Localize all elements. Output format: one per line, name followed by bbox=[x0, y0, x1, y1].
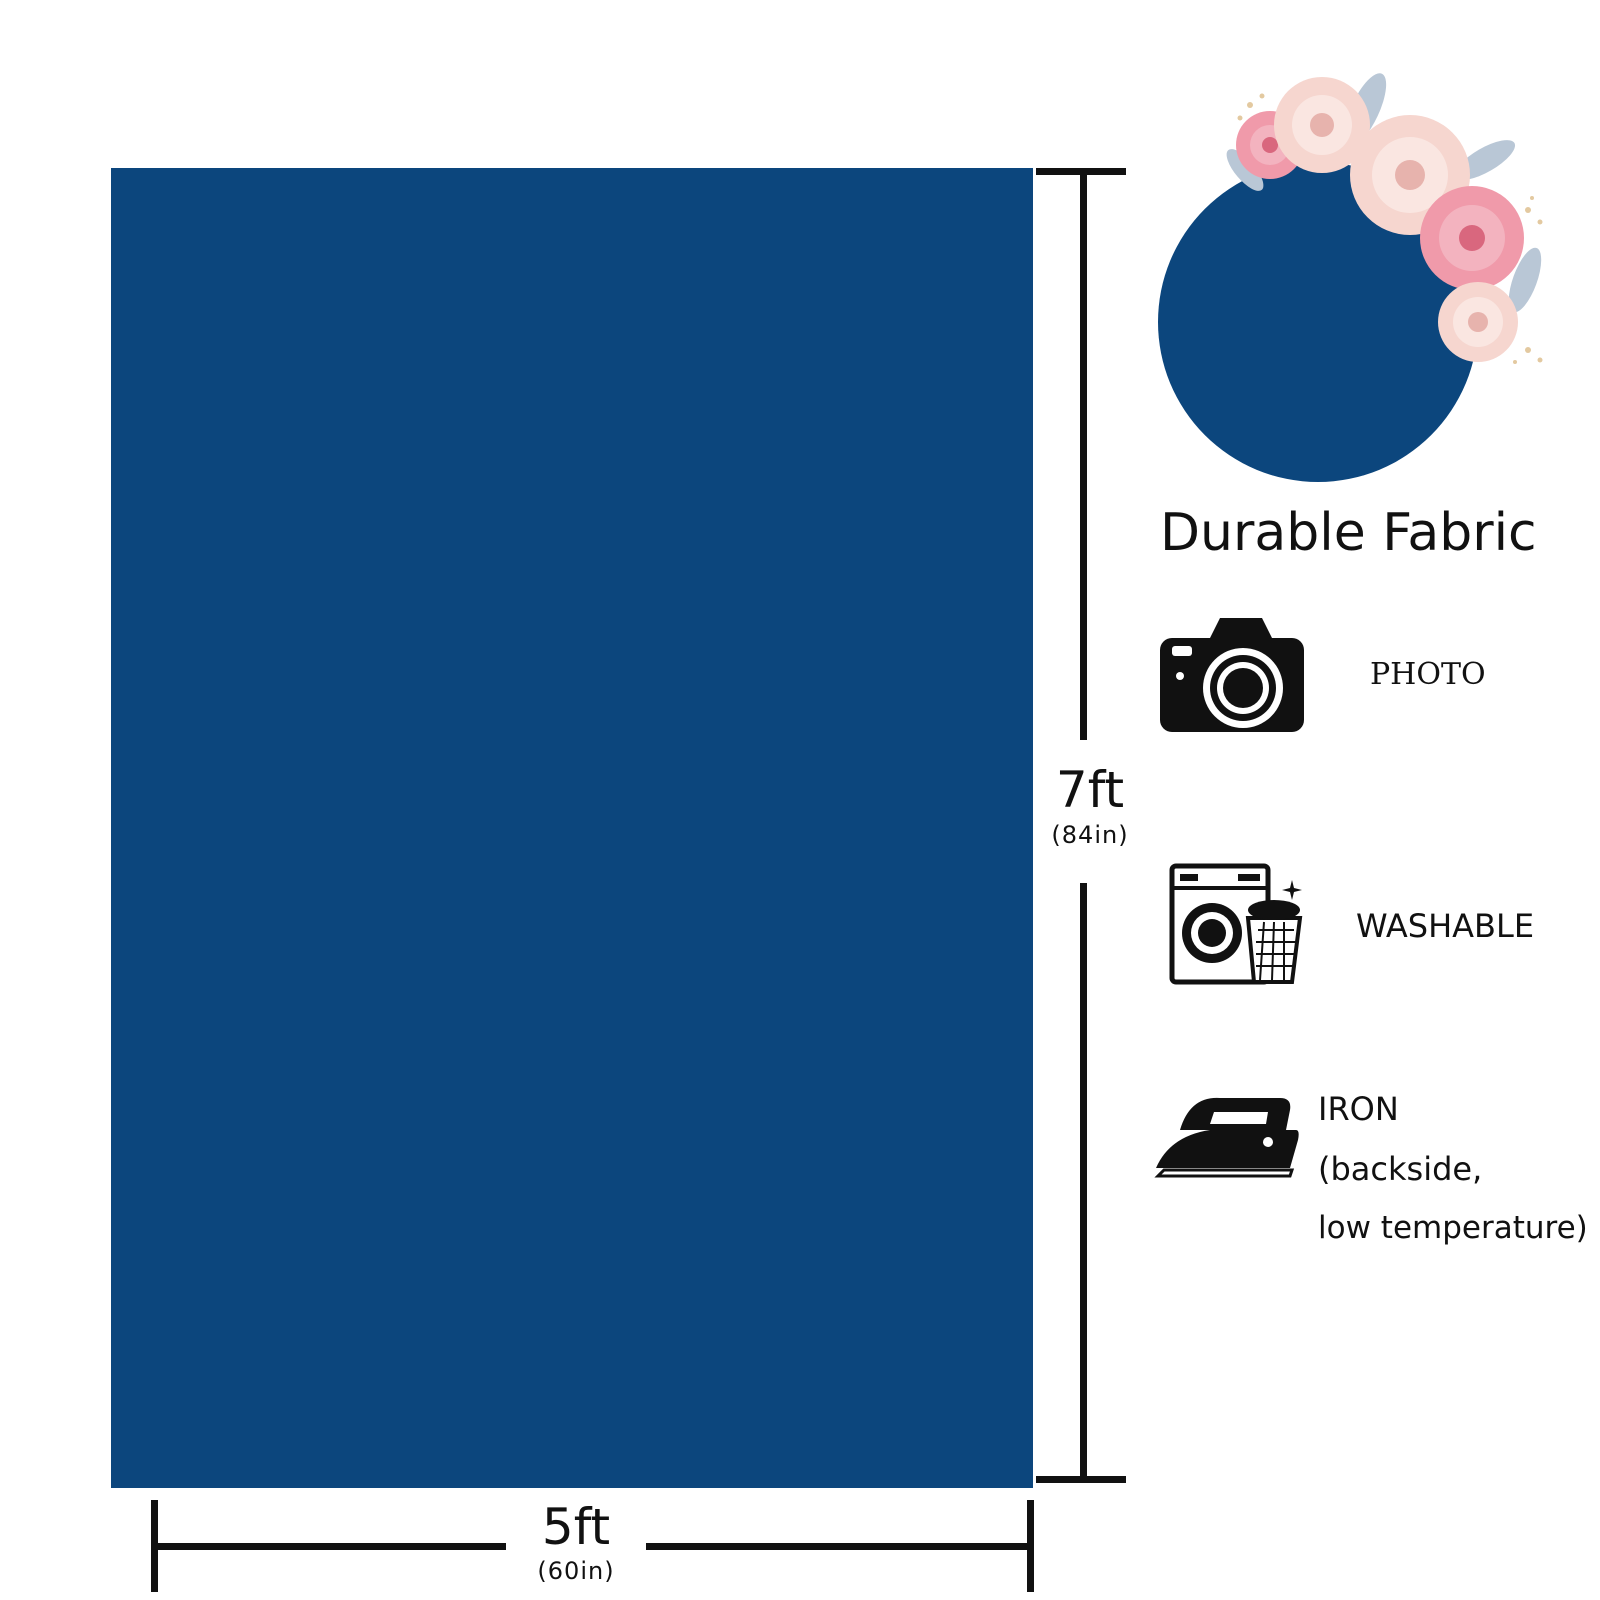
feature-label-washable: WASHABLE bbox=[1356, 907, 1535, 945]
width-line-left bbox=[151, 1543, 506, 1550]
feature-label-iron-line3: low temperature) bbox=[1318, 1210, 1588, 1246]
circle-swatch bbox=[1158, 162, 1478, 482]
feature-label-iron-line2: (backside, bbox=[1318, 1150, 1483, 1188]
height-sub-label: (84in) bbox=[1051, 821, 1129, 849]
flower-wreath-icon bbox=[1210, 70, 1570, 390]
width-right-tick bbox=[1027, 1500, 1034, 1592]
iron-icon bbox=[1150, 1090, 1302, 1180]
height-line-lower bbox=[1080, 883, 1087, 1481]
height-bottom-tick bbox=[1036, 1476, 1126, 1483]
width-label: 5ft bbox=[541, 1498, 611, 1556]
width-sub-label: (60in) bbox=[537, 1557, 615, 1585]
height-label: 7ft bbox=[1055, 761, 1125, 819]
feature-label-iron: IRON bbox=[1318, 1090, 1399, 1128]
width-line-right bbox=[646, 1543, 1034, 1550]
feature-heading: Durable Fabric bbox=[1160, 503, 1537, 563]
height-line-upper bbox=[1080, 168, 1087, 740]
washing-machine-icon bbox=[1168, 858, 1308, 988]
feature-label-photo: PHOTO bbox=[1370, 657, 1486, 692]
camera-icon bbox=[1158, 610, 1308, 740]
backdrop-swatch bbox=[111, 168, 1033, 1488]
